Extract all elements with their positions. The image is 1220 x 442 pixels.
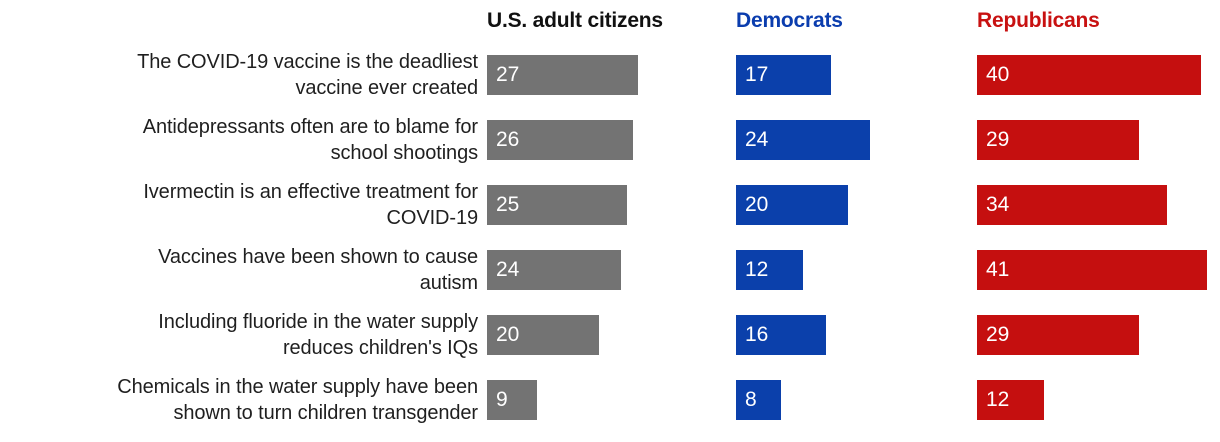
bar-democrats: 20: [736, 185, 848, 225]
bar-democrats: 17: [736, 55, 832, 95]
statement-label: Vaccines have been shown to cause autism: [158, 246, 478, 294]
bar-cell-republicans: 40: [977, 47, 1220, 112]
column-header-us-adult-citizens: U.S. adult citizens: [487, 9, 663, 32]
table-row: Including fluoride in the water supply r…: [0, 307, 1220, 372]
table-row: Vaccines have been shown to cause autism…: [0, 242, 1220, 307]
bar-value-label: 34: [986, 193, 1010, 216]
bar-value-label: 24: [496, 258, 520, 281]
bar-cell-democrats: 8: [736, 372, 977, 437]
bar-value-label: 40: [986, 63, 1010, 86]
column-header-republicans: Republicans: [977, 9, 1100, 32]
bar-value-label: 16: [745, 323, 769, 346]
bar-cell-democrats: 12: [736, 242, 977, 307]
bar-value-label: 41: [986, 258, 1010, 281]
bar-republicans: 29: [977, 120, 1140, 160]
bar-value-label: 8: [745, 388, 757, 411]
bar-republicans: 34: [977, 185, 1168, 225]
bar-value-label: 12: [745, 258, 769, 281]
bar-cell-us-adult-citizens: 25: [487, 177, 736, 242]
bar-cell-republicans: 29: [977, 307, 1220, 372]
bar-cell-republicans: 12: [977, 372, 1220, 437]
bar-republicans: 41: [977, 250, 1207, 290]
bar-us-adult-citizens: 26: [487, 120, 633, 160]
table-row: Chemicals in the water supply have been …: [0, 372, 1220, 437]
bar-value-label: 29: [986, 323, 1010, 346]
bar-value-label: 25: [496, 193, 520, 216]
bar-republicans: 40: [977, 55, 1201, 95]
statement-label: The COVID-19 vaccine is the deadliest va…: [137, 51, 478, 99]
bar-us-adult-citizens: 9: [487, 380, 538, 420]
bar-democrats: 16: [736, 315, 826, 355]
bar-republicans: 29: [977, 315, 1140, 355]
table-row: Ivermectin is an effective treatment for…: [0, 177, 1220, 242]
table-row: Antidepressants often are to blame for s…: [0, 112, 1220, 177]
statement-label: Chemicals in the water supply have been …: [117, 376, 478, 424]
bar-cell-democrats: 20: [736, 177, 977, 242]
bar-cell-us-adult-citizens: 9: [487, 372, 736, 437]
bar-value-label: 17: [745, 63, 769, 86]
bar-us-adult-citizens: 25: [487, 185, 627, 225]
statement-label: Antidepressants often are to blame for s…: [142, 116, 478, 164]
bar-democrats: 12: [736, 250, 804, 290]
bar-cell-republicans: 34: [977, 177, 1220, 242]
bar-democrats: 8: [736, 380, 781, 420]
bar-value-label: 12: [986, 388, 1010, 411]
bar-us-adult-citizens: 20: [487, 315, 599, 355]
bar-value-label: 20: [496, 323, 520, 346]
bar-us-adult-citizens: 24: [487, 250, 622, 290]
header-spacer: [0, 0, 487, 47]
bar-value-label: 20: [745, 193, 769, 216]
bar-value-label: 27: [496, 63, 520, 86]
bar-cell-democrats: 24: [736, 112, 977, 177]
bar-cell-us-adult-citizens: 20: [487, 307, 736, 372]
bar-value-label: 24: [745, 128, 769, 151]
bar-value-label: 9: [496, 388, 508, 411]
bar-cell-democrats: 16: [736, 307, 977, 372]
bar-cell-us-adult-citizens: 26: [487, 112, 736, 177]
bar-republicans: 12: [977, 380, 1045, 420]
bar-cell-us-adult-citizens: 24: [487, 242, 736, 307]
rows: The COVID-19 vaccine is the deadliest va…: [0, 47, 1220, 437]
bar-cell-republicans: 29: [977, 112, 1220, 177]
bar-value-label: 26: [496, 128, 520, 151]
bar-value-label: 29: [986, 128, 1010, 151]
column-headers: U.S. adult citizens Democrats Republican…: [0, 0, 1220, 47]
column-header-democrats: Democrats: [736, 9, 843, 32]
statement-label: Including fluoride in the water supply r…: [158, 311, 478, 359]
bar-democrats: 24: [736, 120, 871, 160]
bar-cell-democrats: 17: [736, 47, 977, 112]
statement-label: Ivermectin is an effective treatment for…: [143, 181, 478, 229]
table-row: The COVID-19 vaccine is the deadliest va…: [0, 47, 1220, 112]
bar-cell-us-adult-citizens: 27: [487, 47, 736, 112]
bar-us-adult-citizens: 27: [487, 55, 639, 95]
bar-cell-republicans: 41: [977, 242, 1220, 307]
